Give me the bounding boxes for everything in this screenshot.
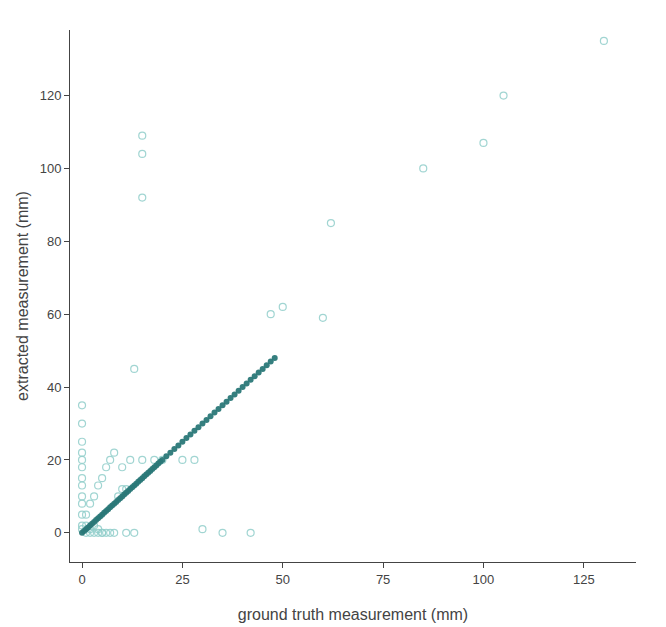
svg-text:25: 25 xyxy=(175,572,189,587)
svg-text:125: 125 xyxy=(573,572,595,587)
svg-text:0: 0 xyxy=(78,572,85,587)
svg-text:0: 0 xyxy=(54,525,61,540)
svg-text:60: 60 xyxy=(47,307,61,322)
svg-text:80: 80 xyxy=(47,234,61,249)
svg-text:100: 100 xyxy=(40,161,62,176)
svg-text:75: 75 xyxy=(376,572,390,587)
svg-text:50: 50 xyxy=(276,572,290,587)
svg-text:120: 120 xyxy=(40,88,62,103)
svg-text:20: 20 xyxy=(47,453,61,468)
svg-text:ground truth measurement (mm): ground truth measurement (mm) xyxy=(238,606,468,623)
svg-text:100: 100 xyxy=(473,572,495,587)
svg-text:40: 40 xyxy=(47,380,61,395)
svg-text:extracted measurement (mm): extracted measurement (mm) xyxy=(14,191,31,401)
